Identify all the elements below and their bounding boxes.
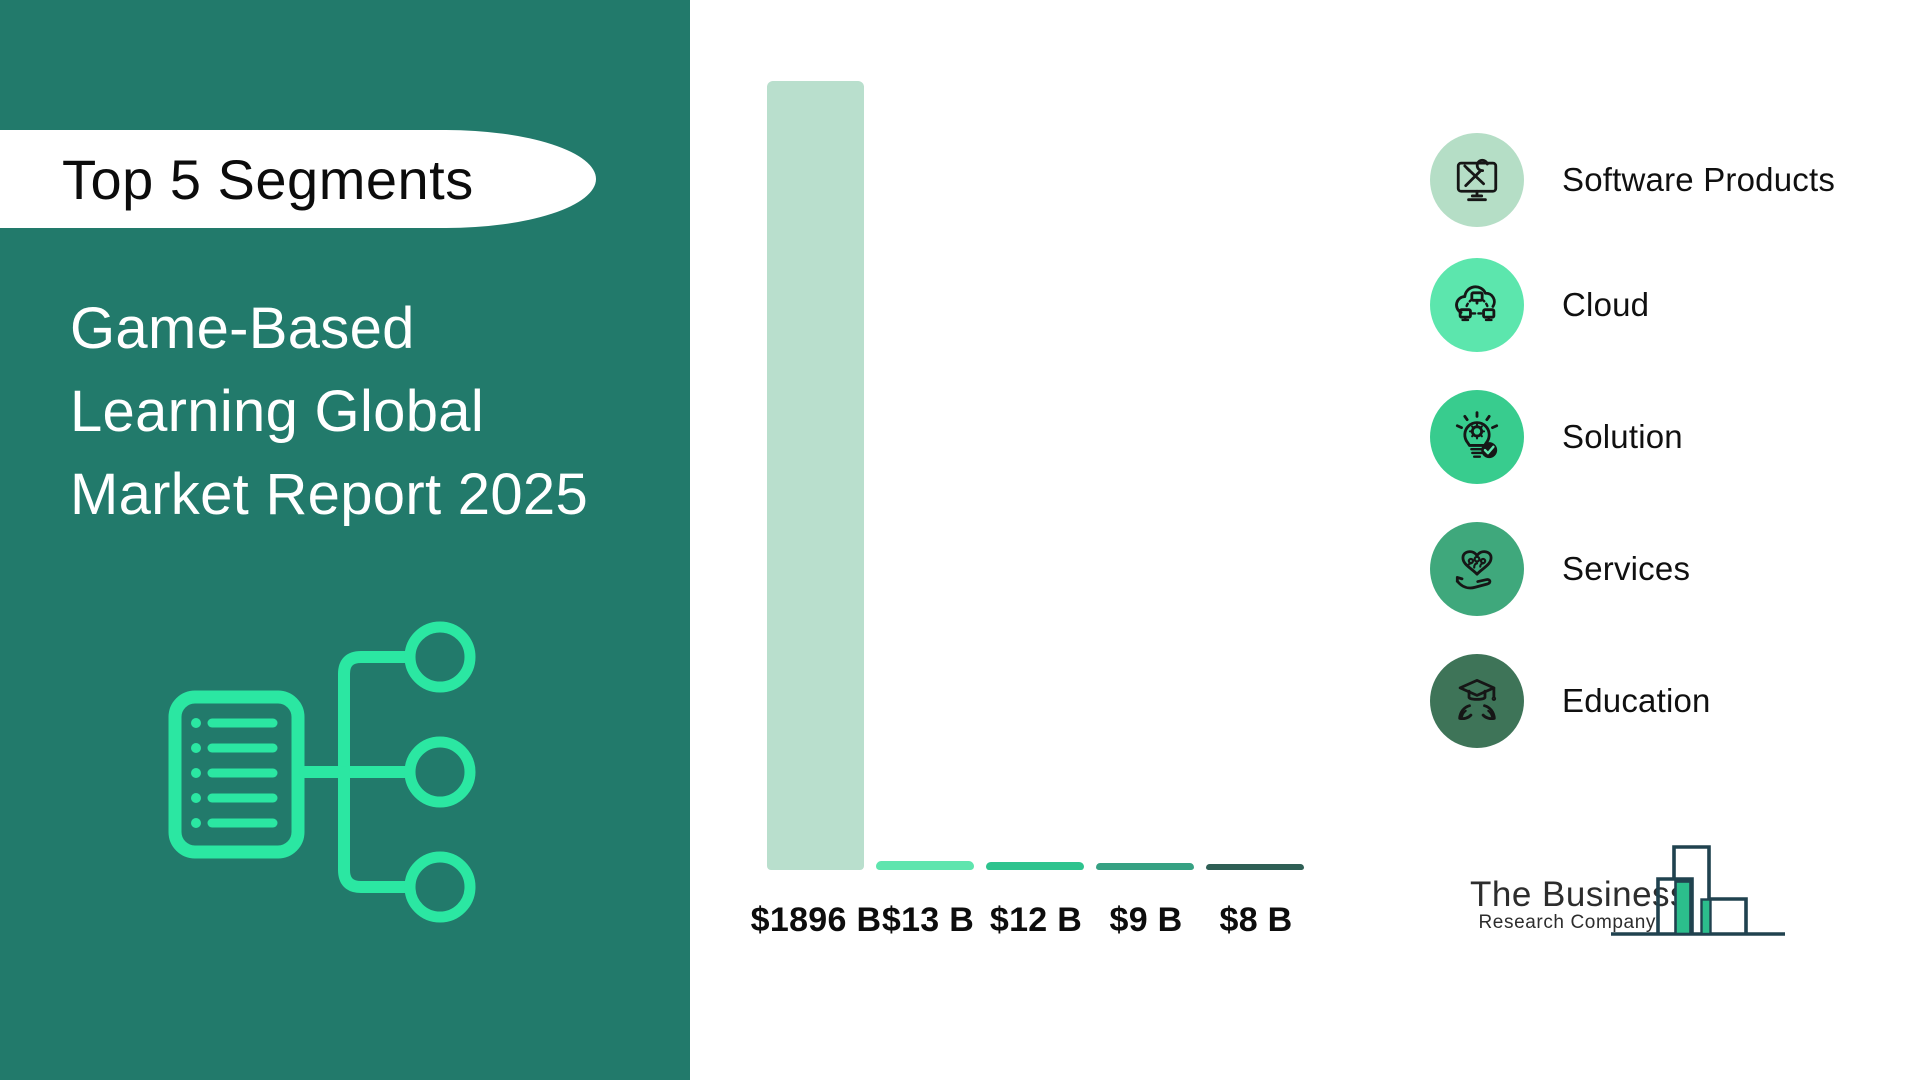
legend-circle [1430,258,1524,352]
bar-cloud [876,861,974,870]
badge-label: Top 5 Segments [62,147,474,211]
bar-value-label: $13 B [881,901,975,939]
report-title: Game-Based Learning Global Market Report… [70,287,610,536]
top-segments-badge: Top 5 Segments [0,130,596,228]
logo-name-line1: The Business [1470,875,1689,914]
report-title-line-3: Market Report 2025 [70,462,588,527]
legend-label: Solution [1562,418,1683,455]
legend-label: Cloud [1562,286,1650,323]
bar-value-label: $12 B [989,901,1083,939]
logo-bar-chart-icon [1611,845,1785,936]
bar-value-label: $1896 B [750,901,882,939]
company-logo-text: The Business Research Company [1470,875,1689,933]
legend-label: Software Products [1562,161,1836,198]
legend-circle [1430,390,1524,484]
legend-item-education: Education [1430,654,1711,748]
report-title-line-2: Learning Global [70,379,485,444]
bar-education [1206,864,1304,870]
logo-name-line2: Research Company [1478,912,1656,933]
monitor-tools-icon [1456,158,1498,202]
legend-item-software-products: Software Products [1430,133,1835,227]
bar-solution [986,862,1084,870]
legend-circle [1430,522,1524,616]
bar-software-products [767,81,864,870]
document-mindmap-icon [168,621,476,923]
legend-label: Services [1562,550,1691,587]
report-title-line-1: Game-Based [70,296,415,361]
hands-graduation-cap-icon [1458,678,1497,721]
lightbulb-gear-check-icon [1455,411,1499,459]
legend-item-services: Services [1430,522,1690,616]
legend-item-cloud: Cloud [1430,258,1649,352]
bar-services [1096,863,1194,870]
hand-heart-people-icon [1455,550,1493,590]
legend-item-solution: Solution [1430,390,1683,484]
cloud-network-icon [1455,285,1496,322]
bar-value-label: $9 B [1109,901,1183,939]
legend-label: Education [1562,682,1711,719]
sidebar: Top 5 Segments Game-Based Learning Globa… [0,0,690,1080]
bar-value-label: $8 B [1219,901,1293,939]
legend-circle [1430,654,1524,748]
legend-circle [1430,133,1524,227]
